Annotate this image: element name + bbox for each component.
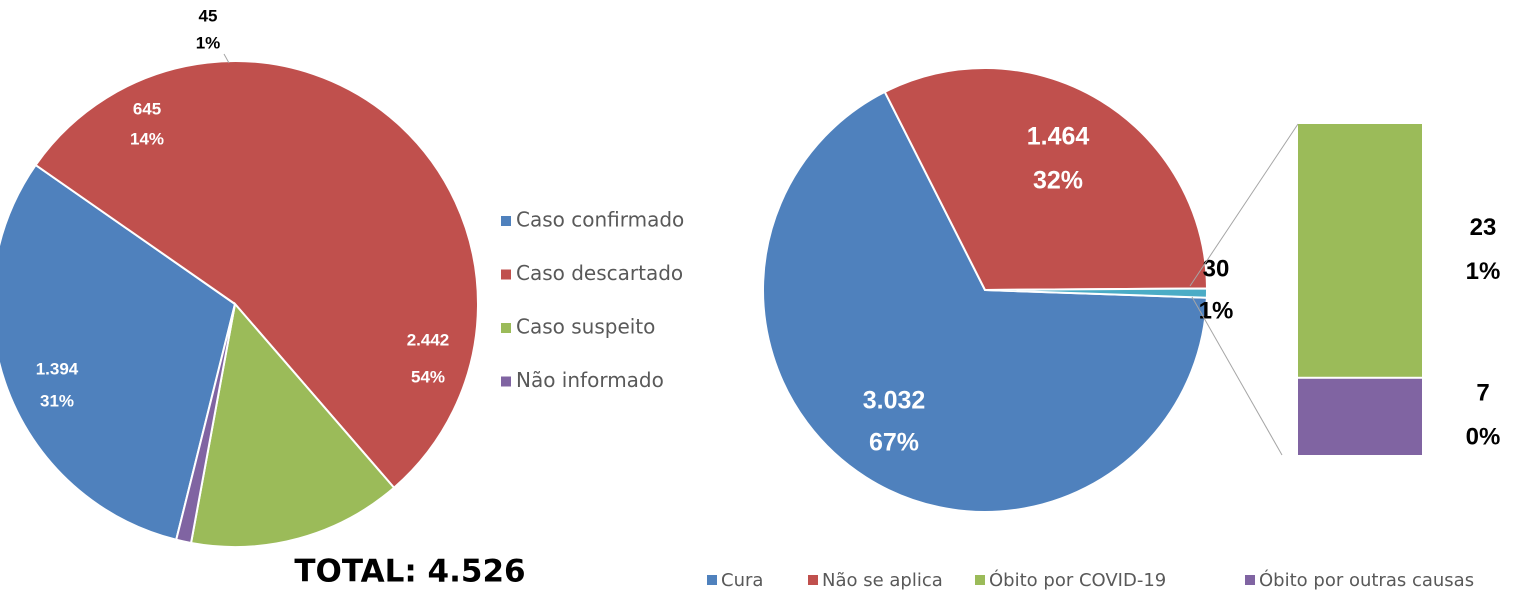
percent-label: 1% <box>1199 297 1234 324</box>
connector <box>1189 123 1299 287</box>
pie-slice <box>189 301 396 548</box>
legend-swatch <box>707 575 717 585</box>
percent-label: 1% <box>196 33 221 52</box>
value-label: 3.032 <box>863 387 926 415</box>
legend-label: Caso confirmado <box>516 208 684 232</box>
legend-label: Caso descartado <box>516 261 683 285</box>
connector <box>1191 296 1283 456</box>
percent-label: 14% <box>130 129 164 148</box>
legend-label: Óbito por outras causas <box>1259 569 1474 591</box>
percent-label: 0% <box>1466 424 1501 451</box>
value-label: 645 <box>133 99 161 118</box>
value-label: 45 <box>199 6 218 25</box>
legend-swatch <box>808 575 818 585</box>
pie-slice <box>0 163 237 541</box>
percent-label: 32% <box>1033 167 1083 195</box>
legend-swatch <box>501 323 511 333</box>
legend-label: Cura <box>721 570 763 591</box>
leader-line <box>223 53 230 64</box>
legend-swatch <box>501 269 511 280</box>
pie-slice <box>984 287 1208 299</box>
value-label: 23 <box>1470 214 1497 241</box>
legend-swatch <box>501 216 511 226</box>
value-label: 7 <box>1476 380 1489 407</box>
percent-label: 31% <box>40 391 74 410</box>
pie-slice <box>883 67 1208 292</box>
value-label: 1.394 <box>36 359 79 378</box>
percent-label: 1% <box>1466 258 1501 285</box>
legend-label: Caso suspeito <box>516 315 655 339</box>
value-label: 2.442 <box>407 330 450 349</box>
pie-slice <box>175 303 236 545</box>
legend-swatch <box>501 376 511 387</box>
legend-swatch <box>1245 575 1255 585</box>
percent-label: 54% <box>411 367 445 386</box>
bar-segment <box>1298 124 1422 377</box>
legend-label: Não informado <box>516 368 664 392</box>
value-label: 1.464 <box>1027 123 1090 151</box>
total-annotation: TOTAL: 4.526 <box>294 554 525 590</box>
pie-slice <box>34 60 479 490</box>
bar-segment <box>1298 378 1422 455</box>
legend-label: Não se aplica <box>822 570 943 591</box>
value-label: 30 <box>1203 255 1230 282</box>
legend-swatch <box>975 575 985 585</box>
legend-label: Óbito por COVID-19 <box>989 569 1166 591</box>
percent-label: 67% <box>869 429 919 457</box>
pie-slice <box>761 90 1208 513</box>
